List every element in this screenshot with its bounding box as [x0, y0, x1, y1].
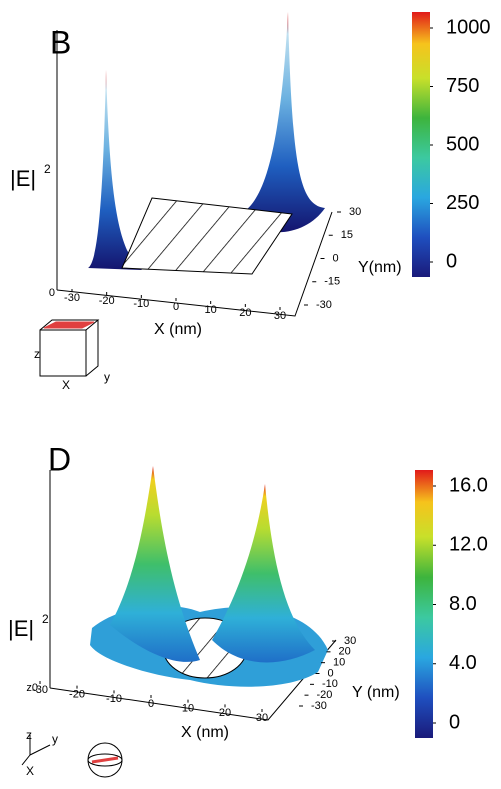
z-axis-title-exponent: 2: [44, 162, 51, 176]
y-tick-label: 30: [349, 206, 361, 218]
x-tick-label: 20: [239, 307, 251, 319]
x-tick-label: -10: [106, 693, 122, 705]
panel-label: B: [50, 24, 71, 60]
surface: [212, 484, 315, 663]
panel-d-drawing: [21, 466, 337, 778]
surface: [88, 70, 142, 270]
icon-label: z: [26, 728, 32, 742]
x-tick-label: -30: [32, 684, 48, 696]
x-tick-label: 30: [256, 712, 268, 724]
colorbar-tick-label: 16.0: [449, 474, 488, 496]
colorbar-tick-label: 8.0: [449, 593, 477, 615]
y-tick-label: -15: [324, 276, 340, 288]
z-axis-title-exponent: 2: [42, 612, 49, 626]
z-axis-title: |E|: [8, 616, 34, 641]
y-tick-label: -10: [322, 678, 338, 690]
icon-label: z: [34, 347, 40, 361]
base-axes: [56, 211, 333, 317]
z-axis-zero: 0: [49, 287, 55, 299]
y-tick-label: 20: [339, 646, 351, 658]
surface: [110, 466, 200, 662]
x-tick-label: 10: [205, 304, 217, 316]
x-tick-label: -30: [64, 292, 80, 304]
x-tick-label: -20: [99, 295, 115, 307]
icon-label: X: [26, 764, 34, 778]
hatched-region: [121, 197, 293, 275]
surface: [238, 12, 325, 233]
y-tick-label: 0: [333, 252, 339, 264]
y-axis-title: Y (nm): [352, 684, 400, 701]
x-axis-title: X (nm): [181, 724, 229, 741]
y-tick-label: -20: [317, 689, 333, 701]
icon-label: y: [104, 370, 110, 384]
x-tick-label: 0: [148, 698, 154, 710]
y-tick-label: -30: [311, 700, 327, 712]
colorbar-tick-label: 1000: [446, 16, 491, 38]
colorbar-tick-label: 250: [446, 192, 479, 214]
panel-label: D: [48, 441, 71, 477]
icon-label: X: [62, 378, 70, 392]
icon: [39, 319, 100, 377]
x-tick-label: 20: [219, 707, 231, 719]
colorbar-tick-label: 4.0: [449, 652, 477, 674]
colorbar-tick-label: 12.0: [449, 534, 488, 556]
x-axis-title: X (nm): [154, 321, 202, 338]
icon: [21, 735, 123, 778]
y-tick-label: 30: [344, 635, 356, 647]
x-tick-label: -20: [69, 689, 85, 701]
x-tick-label: 30: [274, 310, 286, 322]
colorbar: [412, 12, 430, 277]
panel-b-drawing: [39, 12, 333, 377]
colorbar-tick-label: 0: [446, 250, 457, 272]
colorbar-tick-label: 0: [449, 711, 460, 733]
y-tick-label: 15: [341, 229, 353, 241]
z-axis-title: |E|: [10, 166, 36, 191]
x-tick-label: 0: [173, 301, 179, 313]
x-tick-label: -10: [133, 298, 149, 310]
x-tick-label: 10: [182, 703, 194, 715]
colorbar: [415, 470, 433, 738]
y-tick-label: -30: [316, 299, 332, 311]
colorbar-tick-label: 500: [446, 133, 479, 155]
colorbar-tick-label: 750: [446, 75, 479, 97]
z-axis-zero: z0: [26, 682, 38, 694]
icon-label: y: [52, 732, 58, 746]
y-axis-title: Y(nm): [358, 259, 402, 276]
y-tick-label: 10: [333, 657, 345, 669]
y-tick-label: 0: [328, 667, 334, 679]
